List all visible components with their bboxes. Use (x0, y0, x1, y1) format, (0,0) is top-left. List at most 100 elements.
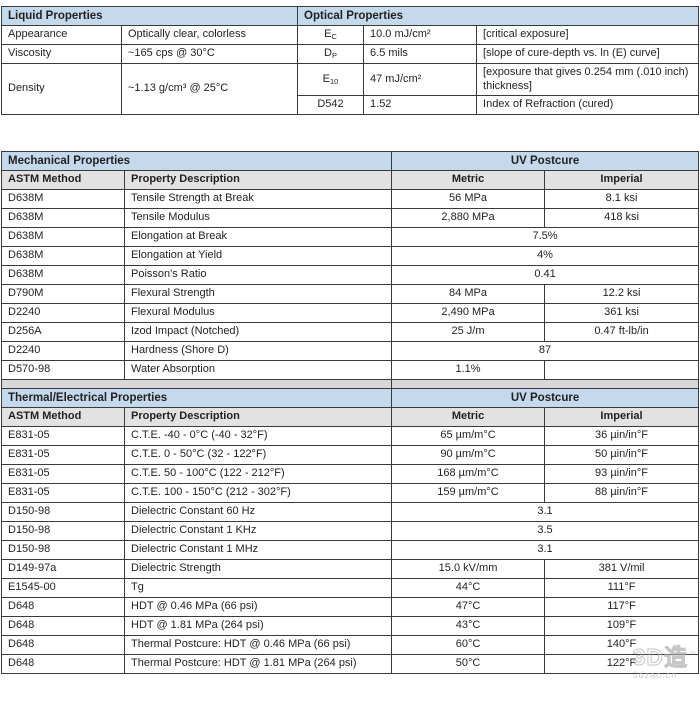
property-description-cell: Water Absorption (123, 360, 393, 380)
imperial-value-cell (544, 360, 700, 380)
imperial-value-cell: 12.2 ksi (544, 284, 700, 304)
table-row: D2240 Hardness (Shore D) 87 (1, 341, 700, 361)
table-row: D638M Tensile Strength at Break 56 MPa 8… (1, 189, 700, 209)
imperial-header: Imperial (544, 170, 700, 190)
section-header-row: Thermal/Electrical Properties UV Postcur… (0, 388, 700, 408)
property-description-cell: Thermal Postcure: HDT @ 1.81 MPa (264 ps… (123, 654, 393, 674)
imperial-header: Imperial (544, 407, 700, 427)
astm-method-cell: D150-98 (1, 502, 125, 522)
property-description-cell: Elongation at Yield (123, 246, 393, 266)
astm-method-cell: D790M (1, 284, 125, 304)
imperial-value-cell: 50 µin/in°F (544, 445, 700, 465)
symbol-base: D542 (317, 98, 344, 111)
symbol-base: E (322, 72, 331, 85)
astm-method-cell: D149-97a (1, 559, 125, 579)
symbol-base: D (324, 47, 332, 60)
metric-value-cell: 2,490 MPa (391, 303, 546, 323)
table-row: D150-98 Dielectric Constant 60 Hz 3.1 (1, 502, 700, 522)
table-row: D638M Elongation at Yield 4% (1, 246, 700, 266)
metric-value-cell: 90 µm/m°C (391, 445, 546, 465)
astm-method-cell: D648 (1, 654, 125, 674)
astm-method-cell: D648 (1, 597, 125, 617)
column-header-row: ASTM Method Property Description Metric … (1, 407, 700, 427)
spacer-cell (0, 379, 393, 389)
table-row: E831-05 C.T.E. 0 - 50°C (32 - 122°F) 90 … (1, 445, 700, 465)
imperial-value-cell: 122°F (544, 654, 700, 674)
postcure-title: UV Postcure (391, 151, 700, 171)
metric-value-cell: 84 MPa (391, 284, 546, 304)
property-description-cell: Dielectric Constant 60 Hz (123, 502, 393, 522)
metric-value-cell: 15.0 kV/mm (391, 559, 546, 579)
liquid-value-cell: ~1.13 g/cm³ @ 25°C (120, 63, 299, 115)
table-row: D256A Izod Impact (Notched) 25 J/m 0.47 … (1, 322, 700, 342)
property-description-cell: Elongation at Break (123, 227, 393, 247)
metric-header: Metric (391, 407, 546, 427)
astm-method-header: ASTM Method (1, 170, 125, 190)
imperial-value-cell: 93 µin/in°F (544, 464, 700, 484)
property-description-cell: HDT @ 0.46 MPa (66 psi) (123, 597, 393, 617)
symbol-base: E (324, 28, 332, 41)
metric-value-cell: 25 J/m (391, 322, 546, 342)
table-row: E831-05 C.T.E. 100 - 150°C (212 - 302°F)… (1, 483, 700, 503)
astm-method-cell: D150-98 (1, 521, 125, 541)
property-description-cell: Dielectric Strength (123, 559, 393, 579)
astm-method-cell: D256A (1, 322, 125, 342)
liquid-value-cell: Optically clear, colorless (120, 25, 299, 45)
table-row: Density ~1.13 g/cm³ @ 25°C E10 47 mJ/cm²… (1, 63, 700, 115)
property-description-cell: Flexural Modulus (123, 303, 393, 323)
imperial-value-cell: 418 ksi (544, 208, 700, 228)
imperial-value-cell: 111°F (544, 578, 700, 598)
table-row: D570-98 Water Absorption 1.1% (1, 360, 700, 380)
table-row: Viscosity ~165 cps @ 30°C DP 6.5 mils [s… (1, 44, 700, 64)
property-description-cell: HDT @ 1.81 MPa (264 psi) (123, 616, 393, 636)
datasheet-page: Liquid Properties Optical Properties App… (0, 6, 700, 680)
astm-method-cell: D2240 (1, 303, 125, 323)
property-description-cell: C.T.E. 0 - 50°C (32 - 122°F) (123, 445, 393, 465)
property-description-header: Property Description (123, 407, 393, 427)
astm-method-cell: D648 (1, 635, 125, 655)
astm-method-cell: E831-05 (1, 483, 125, 503)
metric-value-cell: 87 (391, 341, 700, 361)
imperial-value-cell: 8.1 ksi (544, 189, 700, 209)
liquid-property-cell: Appearance (1, 25, 122, 45)
optical-value-cell: 10.0 mJ/cm² (363, 25, 478, 45)
optical-description-cell: [exposure that gives 0.254 mm (.010 inch… (476, 63, 700, 96)
optical-symbol-cell: DP (297, 44, 365, 64)
liquid-optical-table: Liquid Properties Optical Properties App… (0, 6, 700, 115)
metric-value-cell: 1.1% (391, 360, 546, 380)
property-description-cell: Izod Impact (Notched) (123, 322, 393, 342)
table-row: D648 Thermal Postcure: HDT @ 1.81 MPa (2… (1, 654, 700, 674)
symbol-subscript: C (331, 32, 337, 42)
table-row: E1545-00 Tg 44°C 111°F (1, 578, 700, 598)
table-row: D638M Poisson's Ratio 0.41 (1, 265, 700, 285)
astm-method-cell: D2240 (1, 341, 125, 361)
table-row: D648 HDT @ 1.81 MPa (264 psi) 43°C 109°F (1, 616, 700, 636)
table-row: D150-98 Dielectric Constant 1 KHz 3.5 (1, 521, 700, 541)
metric-value-cell: 65 µm/m°C (391, 426, 546, 446)
properties-table-body: Mechanical Properties UV Postcure ASTM M… (0, 151, 700, 674)
postcure-title: UV Postcure (391, 388, 700, 408)
astm-method-cell: D648 (1, 616, 125, 636)
section-spacer-row (0, 379, 700, 389)
imperial-value-cell: 0.47 ft-lb/in (544, 322, 700, 342)
astm-method-cell: D638M (1, 189, 125, 209)
property-description-cell: Dielectric Constant 1 MHz (123, 540, 393, 560)
metric-value-cell: 3.5 (391, 521, 700, 541)
optical-value-cell: 6.5 mils (363, 44, 478, 64)
astm-method-cell: E831-05 (1, 426, 125, 446)
optical-symbol-cell: EC (297, 25, 365, 45)
property-description-cell: Thermal Postcure: HDT @ 0.46 MPa (66 psi… (123, 635, 393, 655)
optical-symbol-cell: E10 (297, 63, 365, 96)
property-description-cell: Poisson's Ratio (123, 265, 393, 285)
section-header-row: Mechanical Properties UV Postcure (0, 151, 700, 171)
optical-description-cell: Index of Refraction (cured) (476, 95, 700, 115)
property-description-cell: Tensile Strength at Break (123, 189, 393, 209)
liquid-property-cell: Viscosity (1, 44, 122, 64)
metric-value-cell: 0.41 (391, 265, 700, 285)
table-row: D2240 Flexural Modulus 2,490 MPa 361 ksi (1, 303, 700, 323)
metric-value-cell: 50°C (391, 654, 546, 674)
imperial-value-cell: 36 µin/in°F (544, 426, 700, 446)
optical-value-cell: 1.52 (363, 95, 478, 115)
table-row: D542 1.52 Index of Refraction (cured) (2, 95, 700, 115)
property-description-cell: Tensile Modulus (123, 208, 393, 228)
